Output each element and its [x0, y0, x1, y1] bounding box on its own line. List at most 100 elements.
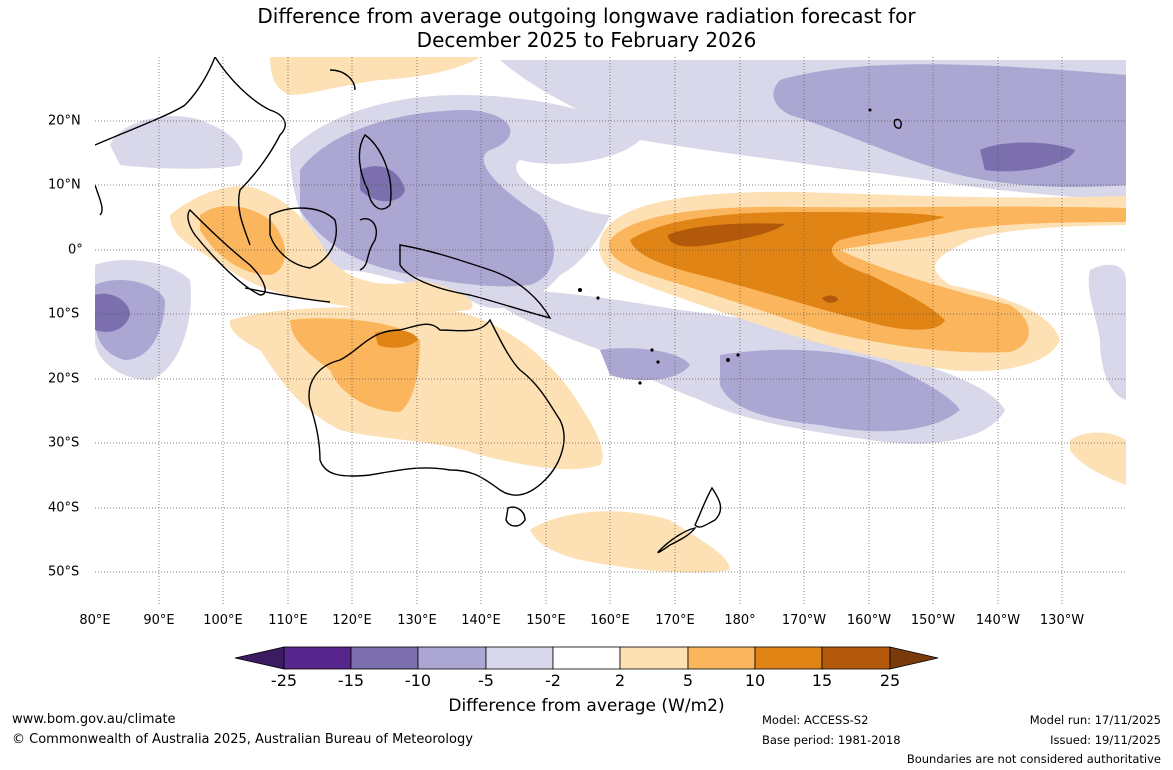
contour-pos-15-central-pacific: [668, 223, 785, 247]
contour-neg-10-indian-ocean: [95, 293, 130, 332]
island-solomon: [578, 288, 582, 292]
coastline-sumatra: [187, 208, 266, 296]
lon-label: 150°W: [910, 613, 956, 628]
coastline-india: [95, 184, 103, 216]
disclaimer-text: Boundaries are not considered authoritat…: [906, 752, 1161, 766]
coastline-philippines: [358, 134, 392, 210]
lat-label: 20°N: [48, 113, 81, 129]
base-period-text: Base period: 1981-2018: [762, 733, 901, 747]
lat-label: 40°S: [48, 500, 80, 516]
colorbar-tick-label: 5: [682, 671, 694, 690]
lon-label: 110°E: [268, 613, 308, 628]
coastline-sulawesi: [359, 218, 377, 271]
coastline-south-asia: [95, 57, 216, 146]
lon-label: 120°E: [332, 613, 372, 628]
contour-pos-15-spot: [822, 295, 838, 303]
island-fiji-2: [736, 353, 740, 357]
lon-label: 130°W: [1039, 613, 1085, 628]
colorbar-tick-label: 25: [879, 671, 901, 690]
copyright-text: © Commonwealth of Australia 2025, Austra…: [12, 732, 473, 747]
lat-label: 0°: [68, 242, 83, 258]
lon-label: 140°E: [461, 613, 501, 628]
coastline-new-guinea: [399, 244, 552, 320]
contour-neg-10-philippines: [360, 166, 405, 202]
coastline-java: [244, 287, 331, 303]
colorbar-segment-above-25: [889, 646, 939, 670]
colorbar-segment-15-10: [350, 646, 419, 670]
contour-neg-5-philippines: [300, 110, 554, 287]
website-link[interactable]: www.bom.gov.au/climate: [12, 712, 176, 727]
colorbar-segment-5-10: [687, 646, 756, 670]
issued-text: Issued: 19/11/2025: [1050, 733, 1161, 747]
colorbar-tick-label: -25: [270, 671, 298, 690]
lon-label: 100°E: [203, 613, 243, 628]
coastline-hawaii: [893, 118, 902, 129]
colorbar-tick-label: -15: [337, 671, 365, 690]
colorbar-tick-label: -5: [478, 671, 494, 690]
island-vanuatu: [650, 348, 654, 352]
coastline-nz-north-island: [694, 486, 722, 528]
map-title: Difference from average outgoing longwav…: [0, 4, 1173, 52]
contour-pos-5-sumatra: [200, 205, 285, 275]
map-title-line1: Difference from average outgoing longwav…: [257, 4, 916, 28]
island-fiji: [726, 358, 730, 362]
island-solomon-2: [596, 296, 600, 300]
coastline-australia: [308, 318, 565, 496]
lon-label: 140°W: [975, 613, 1021, 628]
colorbar-tick-label: -10: [404, 671, 432, 690]
coastline-nz-south-island: [657, 526, 697, 554]
lon-label: 180°: [724, 613, 756, 628]
contour-pos-2-tasman: [530, 511, 730, 573]
contour-neg-5-coral-sea: [600, 348, 690, 381]
lon-label: 170°E: [655, 613, 695, 628]
lat-label: 10°N: [48, 177, 81, 193]
anomaly-fields: [95, 57, 1126, 605]
colorbar-segment-2-5: [619, 646, 689, 670]
contour-pos-2-south-east-pacific: [1070, 432, 1126, 485]
lon-label: 160°W: [846, 613, 892, 628]
colorbar-segment-2-2: [552, 646, 621, 670]
contour-neg-2-east-pacific: [1088, 264, 1126, 400]
colorbar-segment-10-15: [754, 646, 823, 670]
lat-label: 30°S: [48, 435, 80, 451]
colorbar-segment-15-25: [821, 646, 891, 670]
coastline-borneo: [269, 207, 337, 269]
contour-neg-10-north-pacific: [980, 142, 1075, 172]
lon-label: 160°E: [590, 613, 630, 628]
pacific-islands: [578, 108, 872, 385]
island-hawaii-2: [868, 108, 872, 112]
lon-label: 170°W: [781, 613, 827, 628]
lat-label: 10°S: [48, 306, 80, 322]
positive-anomaly-regions: [170, 57, 1126, 573]
colorbar-tick-label: 15: [811, 671, 833, 690]
lat-label: 50°S: [48, 564, 80, 580]
lon-label: 130°E: [397, 613, 437, 628]
contour-neg-2-indochina: [110, 116, 243, 169]
coastline-taiwan: [329, 69, 356, 91]
contour-pos-2-china: [270, 57, 480, 95]
colorbar-segment-10-5: [417, 646, 487, 670]
contour-pos-10-australia: [375, 330, 418, 348]
colorbar: [234, 646, 939, 670]
island-vanuatu-2: [656, 360, 660, 364]
colorbar-tick-label: 10: [744, 671, 766, 690]
map-title-line2: December 2025 to February 2026: [416, 28, 757, 52]
colorbar-tick-label: -2: [545, 671, 561, 690]
colorbar-segment-below-25: [234, 646, 285, 670]
coastline-tasmania: [505, 506, 526, 527]
contour-neg-5-south-pacific: [720, 349, 960, 432]
colorbar-tick-label: 2: [614, 671, 626, 690]
colorbar-segment-25-15: [283, 646, 352, 670]
colorbar-segment-5-2: [485, 646, 554, 670]
island-new-caledonia: [638, 381, 642, 385]
graticule: [95, 57, 1126, 605]
model-run-text: Model run: 17/11/2025: [1029, 713, 1161, 727]
lon-label: 80°E: [79, 613, 111, 628]
coastline-indochina: [214, 57, 286, 246]
colorbar-title: Difference from average (W/m2): [448, 696, 725, 716]
lon-label: 150°E: [526, 613, 566, 628]
lon-label: 90°E: [143, 613, 175, 628]
lat-label: 20°S: [48, 371, 80, 387]
coastlines: [95, 57, 902, 554]
